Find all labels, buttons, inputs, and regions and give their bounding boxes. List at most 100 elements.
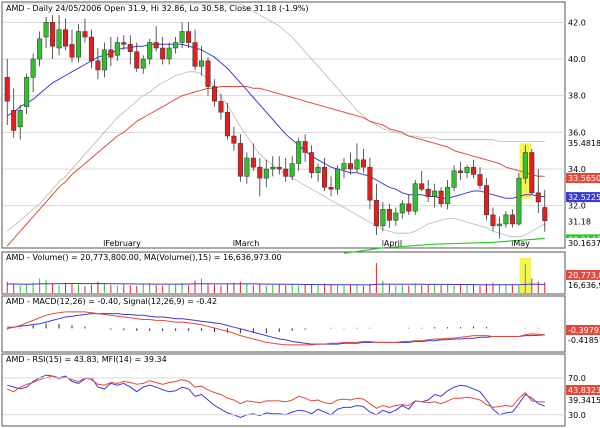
candle-body <box>522 152 528 179</box>
rsi-panel-title: AMD - RSI(15) = 43.83, MFI(14) = 39.34 <box>6 355 167 364</box>
month-label: May <box>513 239 530 248</box>
candle-body <box>516 177 522 225</box>
rsi-tag-box <box>566 385 600 395</box>
candle-body <box>341 163 347 170</box>
candle-body <box>211 86 217 102</box>
candle-body <box>503 214 509 225</box>
month-label: March <box>235 239 259 248</box>
candle-body <box>283 168 289 177</box>
candle-body <box>535 192 541 203</box>
band-lower-line <box>6 71 545 238</box>
ma-slow-line <box>6 86 545 247</box>
rsi-tag-text: 39.3415 <box>568 396 600 405</box>
candle-body <box>218 100 224 113</box>
macd-tags: -0.397935-0.418573 <box>566 325 600 345</box>
macd-panel-title: AMD - MACD(12,26) = -0.40, Signal(12,26,… <box>6 297 217 306</box>
candle-body <box>127 44 133 52</box>
month-label: April <box>384 239 402 248</box>
price-tag-box <box>566 137 600 148</box>
price-tag-box <box>566 172 600 183</box>
candle-body <box>114 42 120 56</box>
candle-body <box>50 22 56 47</box>
candle-body <box>4 77 10 102</box>
candle-body <box>224 111 230 137</box>
candle-body <box>477 174 483 186</box>
candle-body <box>483 185 489 216</box>
candle-body <box>121 42 127 45</box>
candle-body <box>315 166 321 173</box>
candle-body <box>393 212 399 221</box>
candle-body <box>458 170 464 173</box>
candle-body <box>179 31 185 43</box>
candle-body <box>88 36 94 62</box>
rsi-tick-label: 30.0 <box>568 411 586 420</box>
candle-body <box>380 209 386 227</box>
candle-body <box>24 77 30 107</box>
price-tick-label: 34.0 <box>568 165 586 174</box>
candle-body <box>140 58 146 69</box>
candle-body <box>529 152 535 194</box>
macd-tag-text: -0.418573 <box>568 336 600 345</box>
rsi-tag-box <box>566 395 600 405</box>
candle-body <box>186 31 192 43</box>
candle-body <box>153 42 159 49</box>
price-tick-label: 32.0 <box>568 202 586 211</box>
month-label: February <box>105 239 141 248</box>
candle-body <box>490 214 496 227</box>
candle-body <box>166 47 172 60</box>
candle-body <box>244 157 250 177</box>
candle-body <box>276 166 282 170</box>
price-tick-label: 36.0 <box>568 128 586 137</box>
macd-panel-frame <box>1 295 566 353</box>
candle-body <box>425 188 431 197</box>
candle-body <box>289 163 295 177</box>
candle-body <box>147 42 153 60</box>
candle-body <box>69 44 75 58</box>
price-tag-text: 31.18 <box>568 218 591 227</box>
candle-body <box>296 141 302 164</box>
candle-body <box>30 58 36 78</box>
band-upper-line <box>7 3 545 142</box>
candle-body <box>432 190 438 197</box>
candle-body <box>328 187 334 190</box>
candle-body <box>419 183 425 190</box>
candle-body <box>335 168 341 190</box>
macd-lines <box>6 311 545 346</box>
candle-body <box>250 157 256 168</box>
candle-body <box>373 199 379 227</box>
candle-body <box>231 135 237 144</box>
candle-body <box>471 166 477 175</box>
candle-body <box>63 29 69 47</box>
volume-tag-text: 16,636,973 <box>568 281 600 290</box>
price-tick-label: 38.0 <box>568 92 586 101</box>
volume-bars <box>6 258 546 293</box>
macd-line <box>7 311 545 346</box>
price-tag-box <box>566 238 600 248</box>
candle-body <box>173 42 179 49</box>
candlesticks <box>4 15 548 239</box>
volume-panel-title: AMD - Volume() = 20,773,800.00, MA(Volum… <box>6 253 282 262</box>
price-tick-label: 40.0 <box>568 55 586 64</box>
candle-body <box>56 29 62 49</box>
candle-body <box>257 166 263 179</box>
volume-ma-line <box>7 282 545 286</box>
candle-body <box>451 170 457 188</box>
price-panel-title: AMD - Daily 24/05/2006 Open 31.9, Hi 32.… <box>6 4 309 13</box>
candle-body <box>237 143 243 177</box>
candle-body <box>354 159 360 170</box>
volume-tag-box <box>566 280 600 290</box>
candle-body <box>542 207 548 221</box>
price-tag-text: 30.1637 <box>568 239 600 248</box>
rsi-tag-text: 43.8323 <box>568 386 600 395</box>
candle-body <box>509 214 515 225</box>
price-tag-text: 32.5225 <box>568 193 600 202</box>
candle-body <box>412 183 418 212</box>
candle-body <box>464 166 470 173</box>
candle-body <box>270 166 276 170</box>
rsi-tick-label: 70.0 <box>568 374 586 383</box>
ma-fast-line <box>6 43 545 199</box>
support-line <box>343 237 545 254</box>
rsi-lines <box>7 374 545 419</box>
